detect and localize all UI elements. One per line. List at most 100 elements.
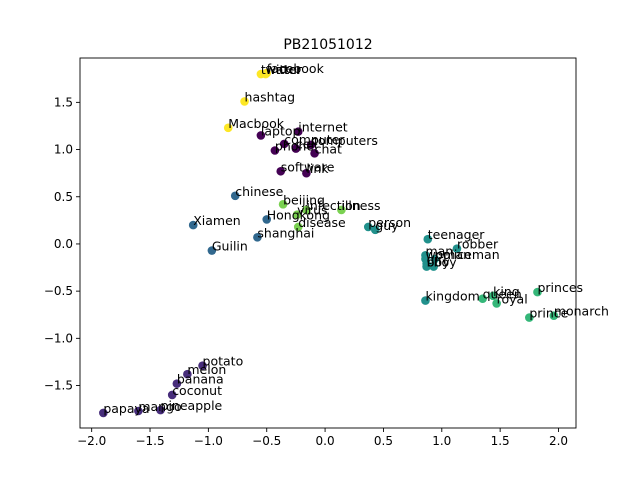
data-point (306, 140, 316, 150)
data-point (488, 291, 498, 301)
point-label: disease (298, 215, 346, 230)
data-point (167, 390, 177, 400)
data-point (276, 166, 286, 176)
point-label: boy (427, 255, 451, 270)
point-label: man (425, 243, 453, 258)
point-label: Hongkong (267, 207, 330, 222)
data-point (492, 299, 501, 308)
y-tick-label: −0.5 (44, 284, 73, 298)
point-label: potato (203, 354, 244, 369)
data-point (230, 191, 240, 201)
data-point (363, 222, 373, 232)
data-point (256, 131, 266, 140)
x-axis: −2.0 −1.5 −1.0 −0.5 0.0 0.5 1.0 1.5 2.0 (77, 428, 568, 448)
y-tick-label: 1.5 (54, 95, 73, 109)
point-label: phone (275, 139, 314, 154)
point-label: illness (341, 198, 380, 213)
y-tick-label: −1.0 (44, 331, 73, 345)
data-point (452, 244, 462, 253)
data-point (422, 262, 431, 271)
chart-title: PB21051012 (283, 37, 372, 53)
data-point (293, 127, 303, 136)
x-tick-label: −1.5 (135, 434, 164, 448)
data-point (292, 210, 302, 219)
data-point (478, 294, 487, 303)
point-label: chat (315, 141, 342, 156)
point-label: woman (425, 247, 471, 262)
data-point (156, 405, 165, 415)
point-label: twitter (261, 62, 303, 77)
data-point (270, 146, 280, 155)
point-label: facebook (267, 61, 325, 76)
point-label: royal (497, 291, 528, 306)
y-tick-label: 0.0 (54, 237, 73, 251)
point-label: girl (427, 252, 447, 267)
point-label: king (493, 284, 520, 299)
data-point (279, 139, 289, 149)
point-label: banana (177, 372, 224, 387)
data-point (262, 215, 272, 224)
data-point (293, 222, 303, 232)
data-point (207, 246, 217, 255)
data-point (549, 311, 559, 320)
point-label: teenager (428, 227, 485, 242)
point-label: computers (311, 133, 378, 148)
point-label: prince (529, 306, 568, 321)
data-point (188, 220, 198, 230)
point-label: melon (187, 362, 226, 377)
x-tick-label: 2.0 (549, 434, 568, 448)
point-label: Xiamen (193, 213, 241, 228)
data-point (198, 361, 207, 371)
point-label: robber (457, 237, 499, 252)
data-point (240, 97, 249, 106)
data-point (302, 205, 311, 215)
point-label: infection (306, 198, 360, 213)
data-point (430, 254, 440, 264)
x-tick-label: 0.5 (374, 434, 393, 448)
point-label: monarch (554, 304, 609, 319)
data-point (261, 69, 270, 79)
data-point (183, 369, 192, 379)
point-label: beijing (283, 192, 325, 207)
point-label: water (266, 62, 302, 77)
data-point (429, 262, 438, 271)
point-label: queen (483, 287, 522, 302)
point-label: mango (138, 399, 181, 414)
data-point (99, 408, 108, 418)
point-label: boy (434, 255, 458, 270)
point-label: pineapple (161, 398, 223, 413)
y-tick-label: 1.0 (54, 143, 73, 157)
data-point (172, 379, 182, 388)
y-axis: −1.5 −1.0 −0.5 0.0 0.5 1.0 1.5 (44, 95, 80, 393)
data-point (310, 149, 319, 158)
point-label: coconut (172, 383, 222, 398)
x-tick-label: −0.5 (252, 434, 281, 448)
data-point (423, 234, 433, 244)
point-label: link (306, 161, 329, 176)
point-label: laptop (261, 123, 301, 138)
x-tick-label: −2.0 (77, 434, 106, 448)
data-point (253, 233, 262, 242)
y-tick-label: −1.5 (44, 379, 73, 393)
point-label: shanghai (257, 225, 314, 240)
point-label: princes (537, 280, 583, 295)
point-label: software (281, 159, 335, 174)
data-point (223, 123, 233, 133)
x-tick-label: 1.0 (432, 434, 451, 448)
data-point (337, 205, 346, 215)
point-label: Macbook (228, 116, 285, 131)
y-tick-label: 0.5 (54, 190, 73, 204)
point-label: policeman (435, 247, 500, 262)
data-point (525, 313, 534, 322)
data-point (278, 200, 288, 209)
x-tick-label: 0.0 (316, 434, 335, 448)
point-label: papaya (103, 401, 149, 416)
point-label: virus (297, 203, 327, 218)
data-point (134, 406, 143, 416)
point-label: cell (296, 137, 318, 152)
x-tick-label: 1.5 (491, 434, 510, 448)
plot-area-frame (79, 57, 577, 429)
point-label: internet (298, 120, 348, 135)
points-layer (99, 68, 559, 418)
